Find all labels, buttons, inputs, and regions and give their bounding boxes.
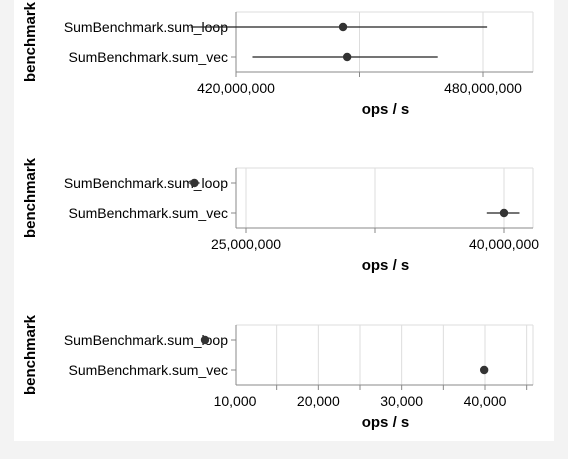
data-point bbox=[339, 23, 347, 31]
x-tick-label: 25,000,000 bbox=[211, 236, 281, 252]
y-axis-title: benchmark bbox=[22, 1, 39, 82]
x-tick-label: 420,000,000 bbox=[197, 80, 275, 96]
y-axis-title: benchmark bbox=[22, 157, 39, 238]
category-label: SumBenchmark.sum_vec bbox=[68, 362, 228, 378]
data-point bbox=[480, 366, 488, 374]
plot-area bbox=[236, 168, 533, 228]
x-tick-label: 20,000 bbox=[297, 393, 340, 409]
x-tick-label: 480,000,000 bbox=[444, 80, 522, 96]
data-point bbox=[201, 336, 209, 344]
y-axis-title: benchmark bbox=[22, 314, 39, 395]
data-point bbox=[343, 53, 351, 61]
x-axis-title: ops / s bbox=[362, 414, 410, 431]
x-axis-title: ops / s bbox=[362, 101, 410, 118]
x-tick-label: 10,000 bbox=[214, 393, 257, 409]
charts-svg: 420,000,000 480,000,000 ops / s benchmark Su… bbox=[14, 0, 554, 441]
plot-area bbox=[236, 325, 533, 385]
figure-panel: 420,000,000 480,000,000 ops / s benchmark Su… bbox=[14, 0, 554, 441]
category-label: SumBenchmark.sum_vec bbox=[68, 49, 228, 65]
plot-area bbox=[236, 12, 533, 72]
x-axis-title: ops / s bbox=[362, 257, 410, 274]
x-tick-label: 30,000 bbox=[380, 393, 423, 409]
data-point bbox=[500, 209, 508, 217]
category-label: SumBenchmark.sum_loop bbox=[64, 175, 228, 191]
x-tick-label: 40,000 bbox=[464, 393, 507, 409]
category-label: SumBenchmark.sum_vec bbox=[68, 205, 228, 221]
x-tick-label: 40,000,000 bbox=[469, 236, 539, 252]
data-point bbox=[190, 179, 198, 187]
